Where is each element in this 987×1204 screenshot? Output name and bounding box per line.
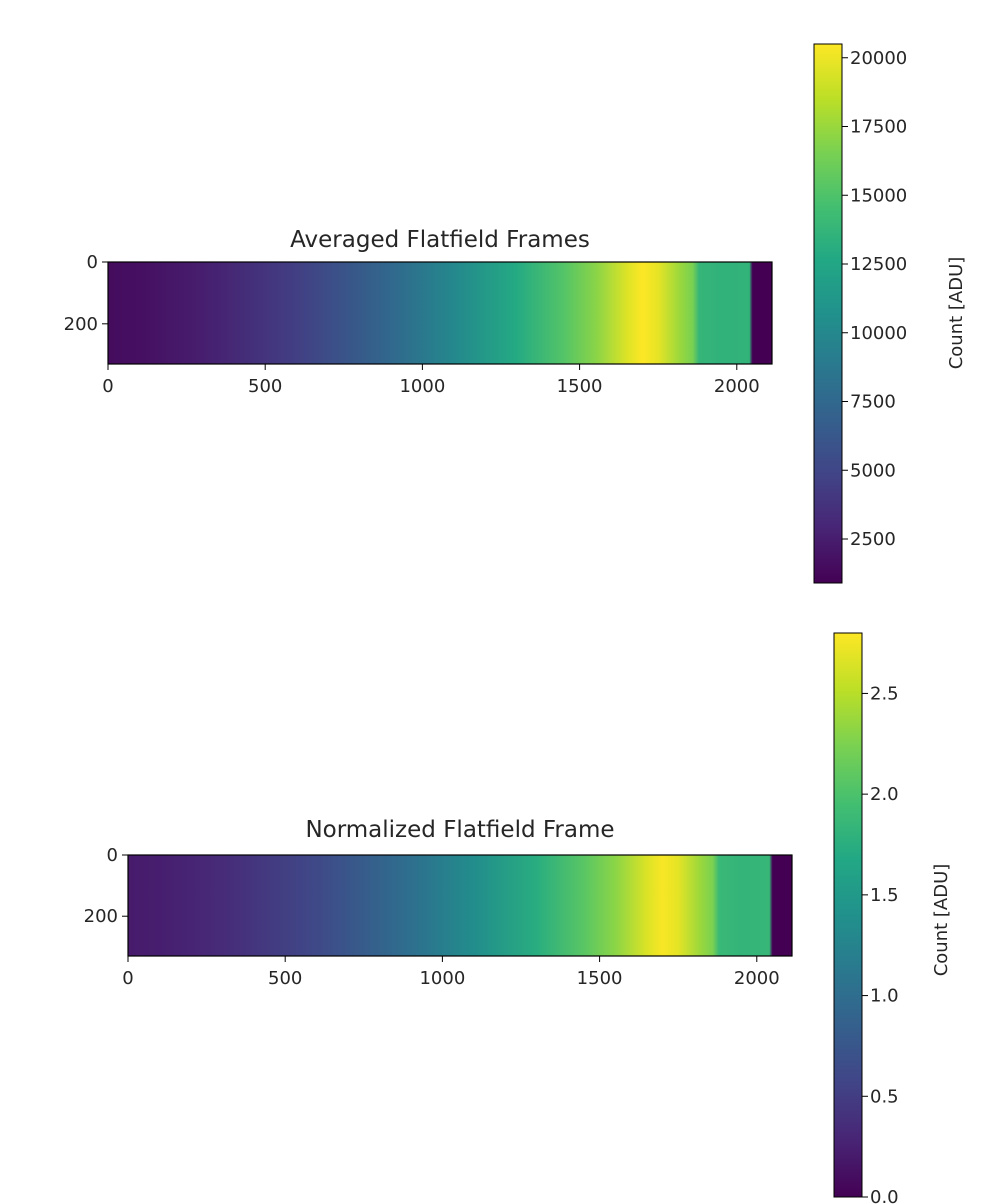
colorbar-tick-label: 12500 [850, 254, 907, 275]
x-tick-label: 2000 [734, 968, 780, 989]
colorbar-tick-label: 2.0 [870, 784, 899, 805]
heatmap-fill [108, 262, 772, 364]
y-axis: 0 200 [84, 845, 128, 927]
colorbar-gradient [813, 43, 843, 584]
colorbar-tick-label: 2500 [850, 529, 896, 550]
x-tick-label: 1000 [419, 968, 465, 989]
colorbar-tick-label: 0.5 [870, 1086, 899, 1107]
colorbar-tick-label: 10000 [850, 323, 907, 344]
x-axis: 0 500 1000 1500 2000 [102, 364, 760, 397]
panel-averaged: Averaged Flatfield Frames 0 500 1000 1500 20… [64, 43, 967, 584]
plot-title: Normalized Flatfield Frame [305, 817, 614, 843]
x-tick-label: 0 [122, 968, 133, 989]
colorbar-tick-label: 0.0 [870, 1187, 899, 1204]
colorbar-tick-label: 7500 [850, 392, 896, 413]
x-tick-label: 500 [248, 376, 282, 397]
colorbar-gradient [833, 632, 863, 1198]
colorbar-tick-label: 2.5 [870, 683, 899, 704]
colorbar-label: Count [ADU] [931, 864, 952, 977]
colorbar: 0.0 0.5 1.0 1.5 2.0 2.5 [833, 632, 899, 1204]
heatmap-image [128, 855, 792, 956]
colorbar-tick-label: 17500 [850, 117, 907, 138]
plot-frame [107, 261, 773, 365]
x-tick-label: 1500 [577, 968, 623, 989]
x-axis: 0 500 1000 1500 2000 [122, 956, 780, 989]
x-tick-label: 1000 [399, 376, 445, 397]
y-axis: 0 200 [64, 252, 108, 335]
y-tick-label: 200 [84, 906, 118, 927]
x-tick-label: 500 [268, 968, 302, 989]
heatmap-fill [128, 855, 792, 956]
x-tick-label: 0 [102, 376, 113, 397]
y-tick-label: 200 [64, 314, 98, 335]
colorbar-tick-label: 20000 [850, 48, 907, 69]
colorbar-label: Count [ADU] [946, 257, 967, 370]
colorbar-tick-label: 1.5 [870, 885, 899, 906]
heatmap-image [108, 262, 772, 364]
plot-title: Averaged Flatfield Frames [290, 227, 590, 253]
y-tick-label: 0 [107, 845, 118, 866]
colorbar-tick-label: 5000 [850, 460, 896, 481]
colorbar-tick-label: 1.0 [870, 986, 899, 1007]
plot-frame [127, 854, 793, 957]
panel-normalized: Normalized Flatfield Frame 0 500 1000 1500 2… [84, 632, 952, 1204]
y-tick-label: 0 [87, 252, 98, 273]
x-tick-label: 1500 [557, 376, 603, 397]
colorbar-tick-label: 15000 [850, 185, 907, 206]
colorbar: 2500 5000 7500 10000 12500 15000 17500 20000 [813, 43, 907, 584]
x-tick-label: 2000 [714, 376, 760, 397]
